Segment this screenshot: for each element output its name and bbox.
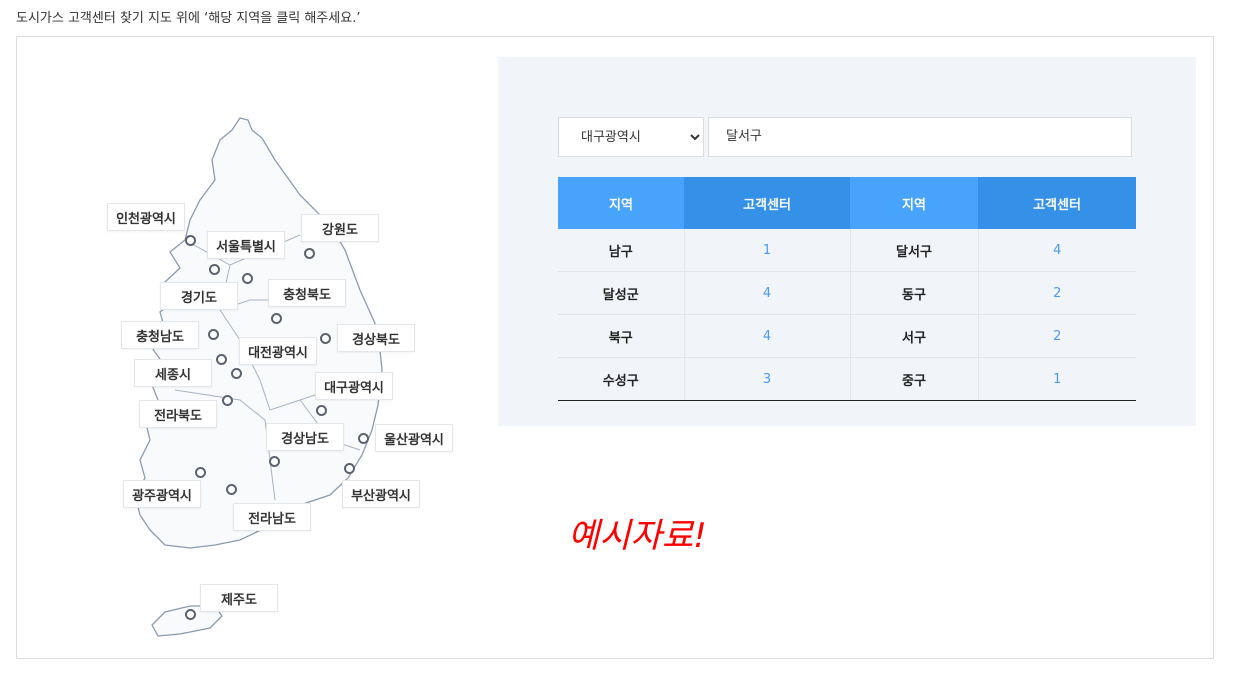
region-gangwon[interactable]: 강원도 <box>301 214 379 242</box>
district-field[interactable]: 달서구 <box>708 117 1132 157</box>
count-cell[interactable]: 2 <box>978 314 1136 358</box>
region-daejeon[interactable]: 대전광역시 <box>239 337 317 365</box>
example-note: 예시자료! <box>568 516 707 556</box>
region-daegu[interactable]: 대구광역시 <box>315 372 393 400</box>
count-cell[interactable]: 1 <box>978 357 1136 401</box>
region-sejong[interactable]: 세종시 <box>134 359 212 387</box>
marker-dot-icon[interactable] <box>304 248 315 259</box>
marker-dot-icon[interactable] <box>185 609 196 620</box>
region-cell: 서구 <box>850 314 979 358</box>
table-row: 달성군 4 동구 2 <box>558 271 1136 315</box>
table-row: 수성구 3 중구 1 <box>558 357 1136 401</box>
marker-dot-icon[interactable] <box>242 273 253 284</box>
marker-dot-icon[interactable] <box>209 264 220 275</box>
marker-dot-icon[interactable] <box>185 235 196 246</box>
content-frame <box>16 36 1214 659</box>
region-seoul[interactable]: 서울특별시 <box>207 231 285 259</box>
region-cell: 달성군 <box>558 271 685 315</box>
region-gwangju[interactable]: 광주광역시 <box>123 480 201 508</box>
region-busan[interactable]: 부산광역시 <box>342 480 420 508</box>
region-chungbuk[interactable]: 충청북도 <box>268 279 346 307</box>
marker-dot-icon[interactable] <box>271 313 282 324</box>
center-table: 지역 고객센터 지역 고객센터 남구 1 달서구 4 달성군 4 동구 2 북구 4 서구 2 수… <box>558 177 1136 401</box>
marker-dot-icon[interactable] <box>320 333 331 344</box>
count-cell[interactable]: 4 <box>684 271 851 315</box>
city-select[interactable]: 대구광역시 <box>558 117 704 157</box>
region-jeonnam[interactable]: 전라남도 <box>233 503 311 531</box>
jeju-shape <box>151 605 223 637</box>
region-gyeonggi[interactable]: 경기도 <box>160 282 238 310</box>
marker-dot-icon[interactable] <box>316 405 327 416</box>
region-jeju[interactable]: 제주도 <box>200 584 278 612</box>
count-cell[interactable]: 1 <box>684 229 851 272</box>
header-region: 지역 <box>558 177 684 229</box>
marker-dot-icon[interactable] <box>231 368 242 379</box>
region-cell: 동구 <box>850 271 979 315</box>
marker-dot-icon[interactable] <box>269 456 280 467</box>
count-cell[interactable]: 2 <box>978 271 1136 315</box>
marker-dot-icon[interactable] <box>226 484 237 495</box>
region-gyeongnam[interactable]: 경상남도 <box>266 423 344 451</box>
region-cell: 남구 <box>558 229 685 272</box>
count-cell[interactable]: 4 <box>684 314 851 358</box>
region-incheon[interactable]: 인천광역시 <box>107 203 185 231</box>
region-gyeongbuk[interactable]: 경상북도 <box>337 324 415 352</box>
header-region: 지역 <box>850 177 978 229</box>
marker-dot-icon[interactable] <box>358 433 369 444</box>
marker-dot-icon[interactable] <box>344 463 355 474</box>
region-cell: 중구 <box>850 357 979 401</box>
region-cell: 달서구 <box>850 229 979 272</box>
intro-text: 도시가스 고객센터 찾기 지도 위에 ‘해당 지역을 클릭 해주세요.’ <box>16 11 361 26</box>
table-row: 북구 4 서구 2 <box>558 314 1136 358</box>
region-jeonbuk[interactable]: 전라북도 <box>139 400 217 428</box>
header-center: 고객센터 <box>684 177 850 229</box>
marker-dot-icon[interactable] <box>195 467 206 478</box>
region-ulsan[interactable]: 울산광역시 <box>375 424 453 452</box>
search-panel: 대구광역시 달서구 지역 고객센터 지역 고객센터 남구 1 달서구 4 달성군 4 동구… <box>498 57 1196 426</box>
region-cell: 북구 <box>558 314 685 358</box>
count-cell[interactable]: 4 <box>978 229 1136 272</box>
marker-dot-icon[interactable] <box>222 395 233 406</box>
table-row: 남구 1 달서구 4 <box>558 229 1136 272</box>
region-cell: 수성구 <box>558 357 685 401</box>
marker-dot-icon[interactable] <box>208 329 219 340</box>
count-cell[interactable]: 3 <box>684 357 851 401</box>
marker-dot-icon[interactable] <box>216 354 227 365</box>
region-chungnam[interactable]: 충청남도 <box>121 321 199 349</box>
header-center: 고객센터 <box>978 177 1136 229</box>
